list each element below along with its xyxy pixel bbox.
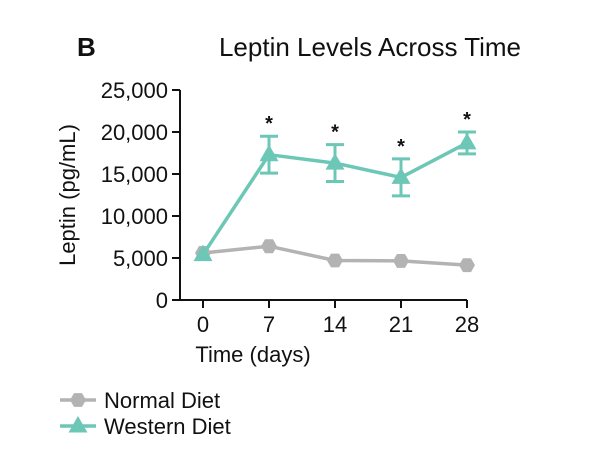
series-normal-diet [195, 239, 475, 273]
significance-marker: * [397, 136, 405, 158]
legend-label: Normal Diet [104, 388, 220, 413]
significance-marker: * [265, 113, 273, 135]
y-tick-label: 20,000 [101, 120, 168, 145]
legend-marker [68, 416, 88, 433]
x-tick-label: 7 [263, 312, 275, 337]
x-tick-label: 0 [197, 312, 209, 337]
series-layer [193, 130, 477, 273]
data-point [391, 167, 411, 184]
data-point [459, 258, 475, 273]
y-tick-label: 5,000 [113, 246, 168, 271]
panel-letter: B [77, 32, 96, 62]
chart-title: Leptin Levels Across Time [219, 32, 521, 62]
x-tick-label: 28 [455, 312, 479, 337]
x-axis-title: Time (days) [195, 342, 310, 367]
data-point [393, 254, 409, 268]
y-tick-label: 25,000 [101, 78, 168, 103]
x-tick-label: 14 [323, 312, 347, 337]
y-tick-label: 15,000 [101, 162, 168, 187]
data-point [325, 153, 345, 170]
series-western-diet [193, 130, 477, 262]
legend-label: Western Diet [104, 414, 231, 439]
y-tick-label: 10,000 [101, 204, 168, 229]
data-point [261, 239, 277, 254]
significance-marker: * [331, 122, 339, 144]
legend-item: Western Diet [60, 414, 231, 439]
y-axis-title: Leptin (pg/mL) [55, 124, 80, 266]
axes: 0 5,000 10,000 15,000 20,000 25,000 0 7 14 21 28 [101, 78, 480, 337]
data-point [327, 253, 343, 268]
data-point [457, 132, 477, 150]
legend-marker [70, 393, 86, 407]
significance-marker: * [463, 109, 471, 131]
legend-item: Normal Diet [60, 388, 220, 413]
x-tick-label: 21 [389, 312, 413, 337]
y-tick-label: 0 [156, 288, 168, 313]
data-point [259, 144, 279, 162]
data-point [193, 244, 213, 262]
annotation-layer: * * * * [265, 109, 471, 158]
